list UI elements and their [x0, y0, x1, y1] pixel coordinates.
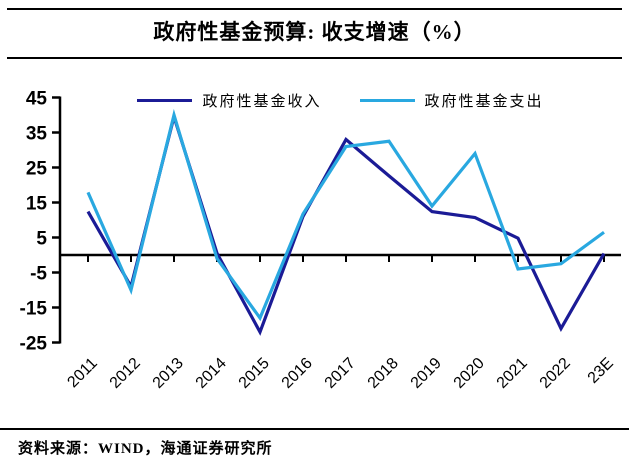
svg-text:5: 5	[36, 229, 47, 250]
legend-item-expenditure: 政府性基金支出	[359, 90, 544, 111]
svg-text:2020: 2020	[451, 355, 488, 392]
source-rule	[0, 428, 629, 430]
revenue-line-swatch-icon	[137, 99, 193, 102]
svg-text:2012: 2012	[107, 355, 144, 392]
svg-text:15: 15	[26, 194, 48, 215]
legend: 政府性基金收入 政府性基金支出	[60, 90, 621, 111]
svg-text:2017: 2017	[322, 355, 359, 392]
svg-text:2016: 2016	[279, 355, 316, 392]
svg-text:2019: 2019	[408, 355, 445, 392]
page-title: 政府性基金预算: 收支增速（%）	[153, 20, 476, 44]
legend-label-revenue: 政府性基金收入	[202, 94, 322, 110]
svg-text:2022: 2022	[537, 355, 574, 392]
svg-text:-5: -5	[30, 264, 47, 285]
legend-item-revenue: 政府性基金收入	[137, 90, 321, 111]
expenditure-line-swatch-icon	[359, 99, 415, 102]
svg-text:25: 25	[26, 159, 48, 180]
svg-text:-25: -25	[20, 334, 48, 355]
svg-text:2013: 2013	[150, 355, 187, 392]
legend-label-expenditure: 政府性基金支出	[424, 94, 544, 110]
svg-text:45: 45	[26, 89, 48, 110]
svg-text:2015: 2015	[236, 355, 273, 392]
title-rule-top	[7, 8, 622, 10]
source-note: 资料来源：WIND，海通证券研究所	[18, 441, 273, 457]
svg-text:2011: 2011	[64, 355, 100, 391]
svg-text:2018: 2018	[365, 355, 402, 392]
svg-text:-15: -15	[20, 299, 48, 320]
svg-text:35: 35	[26, 124, 48, 145]
title-rule-bottom	[7, 57, 622, 59]
svg-text:23E: 23E	[585, 355, 617, 387]
svg-text:2021: 2021	[494, 355, 531, 392]
svg-text:2014: 2014	[193, 355, 230, 392]
